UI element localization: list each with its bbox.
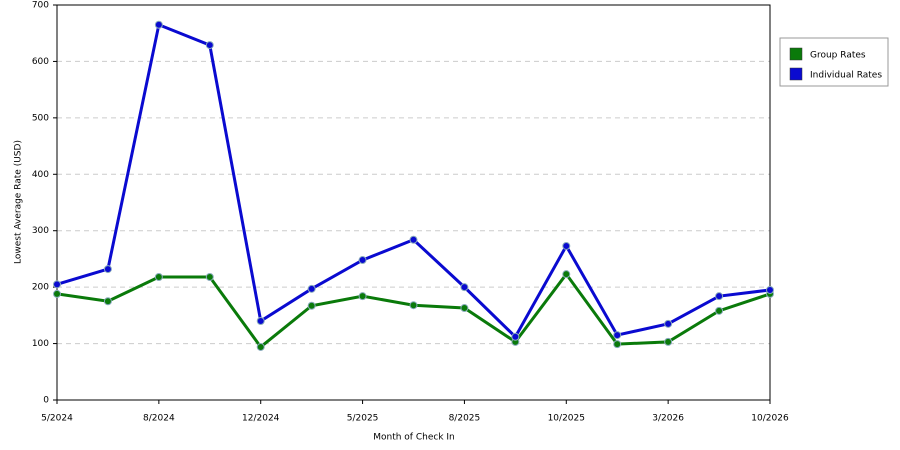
plot-frame [56, 4, 771, 401]
x-tick-label: 12/2024 [242, 414, 280, 424]
y-tick-label: 600 [32, 57, 49, 67]
data-point [205, 41, 214, 50]
legend-swatch [789, 67, 803, 81]
data-point [766, 285, 774, 294]
data-point [409, 235, 418, 244]
data-point [613, 340, 622, 349]
data-point [154, 272, 163, 281]
legend-label: Individual Rates [810, 71, 882, 81]
data-point [53, 289, 61, 298]
data-point [307, 284, 316, 293]
data-point [307, 301, 316, 310]
data-point [103, 265, 112, 274]
data-point [358, 256, 367, 265]
y-tick-label: 500 [32, 113, 49, 123]
x-tick-label: 10/2026 [751, 414, 789, 424]
data-point [460, 304, 469, 313]
data-point [256, 317, 265, 325]
data-point [256, 342, 265, 351]
legend-label: Group Rates [810, 51, 866, 61]
data-point [460, 283, 469, 292]
data-point [358, 292, 367, 301]
y-tick-label: 100 [32, 339, 49, 349]
data-point [715, 306, 724, 315]
legend-swatch [789, 47, 803, 61]
x-tick-label: 8/2025 [449, 414, 481, 424]
x-tick-label: 5/2025 [347, 414, 379, 424]
data-point [715, 292, 724, 301]
data-point [53, 280, 61, 289]
data-point [154, 20, 163, 29]
y-tick-label: 400 [32, 170, 49, 180]
data-point [103, 297, 112, 306]
data-point [664, 337, 673, 346]
x-tick-label: 5/2024 [41, 414, 73, 424]
y-tick-label: 0 [43, 396, 49, 406]
data-point [511, 332, 520, 341]
data-point [205, 272, 214, 281]
series-line [56, 22, 771, 340]
data-point [562, 270, 571, 279]
x-tick-label: 3/2026 [652, 414, 684, 424]
y-tick-label: 300 [32, 226, 49, 236]
data-point [562, 241, 571, 250]
data-point [409, 301, 418, 310]
x-tick-label: 8/2024 [143, 414, 175, 424]
y-axis-title: Lowest Average Rate (USD) [14, 140, 24, 264]
y-tick-label: 200 [32, 283, 49, 293]
data-point [613, 331, 622, 340]
x-tick-label: 10/2025 [548, 414, 585, 424]
y-tick-label: 700 [32, 1, 49, 11]
data-point [664, 319, 673, 328]
x-axis-title: Month of Check In [373, 433, 455, 443]
series-line [56, 271, 771, 350]
